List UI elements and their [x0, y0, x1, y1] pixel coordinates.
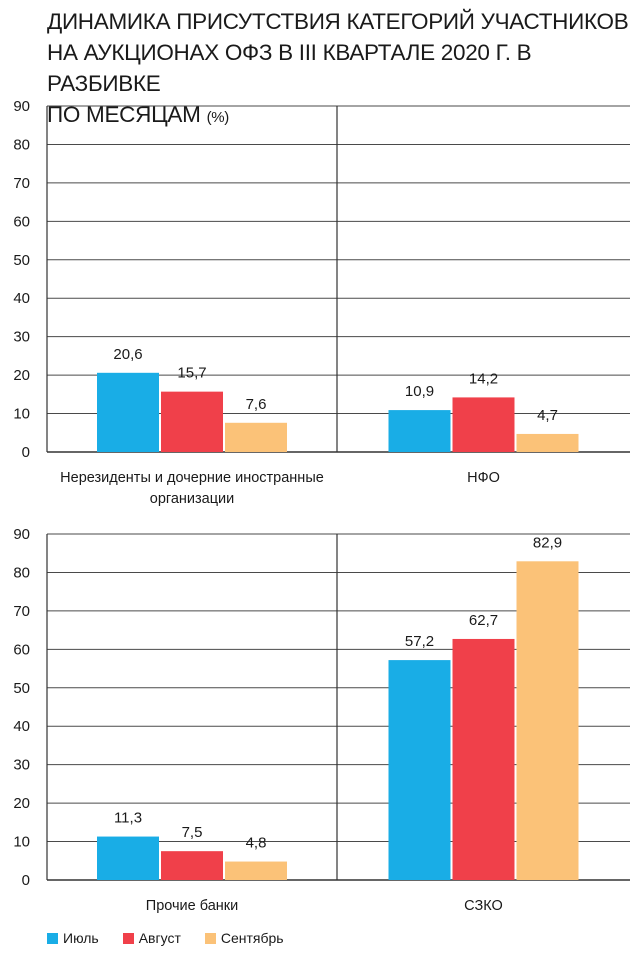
bar-september-cat-2	[516, 561, 579, 880]
title-unit: (%)	[206, 109, 230, 126]
data-label-july-cat-1: 11,3	[114, 810, 142, 827]
y-tick-label: 80	[13, 564, 30, 581]
y-tick-label: 60	[13, 213, 30, 230]
legend-item-september: Сентябрь	[204, 930, 284, 946]
y-tick-label: 0	[22, 444, 30, 461]
data-label-august-cat-1: 15,7	[177, 365, 206, 382]
bar-august-cat-2	[452, 638, 515, 880]
legend-label-july: Июль	[63, 930, 99, 946]
category-label-2: СЗКО	[464, 898, 503, 914]
y-tick-label: 0	[22, 872, 30, 889]
y-tick-label: 70	[13, 603, 30, 620]
y-tick-label: 70	[13, 175, 30, 192]
legend: Июль Август Сентябрь	[47, 930, 284, 946]
y-tick-label: 40	[13, 718, 30, 735]
y-tick-label: 90	[13, 526, 30, 543]
y-tick-label: 60	[13, 641, 30, 658]
data-label-august-cat-2: 62,7	[469, 612, 498, 629]
chart-panel-2: 0 10 20 30 40 50 60 70 80 90 11,3 7,5 4,8 Прочие банк…	[13, 526, 630, 914]
category-label-1: Прочие банки	[146, 898, 238, 914]
y-tick-label: 10	[13, 834, 30, 851]
bar-july-cat-2	[388, 410, 451, 452]
bar-july-cat-1	[97, 372, 159, 452]
title-line-1: ДИНАМИКА ПРИСУТСТВИЯ КАТЕГОРИЙ УЧАСТНИКО…	[47, 9, 629, 34]
category-label-1-line-1: Нерезиденты и дочерние иностранные	[60, 470, 324, 486]
data-label-september-cat-2: 82,9	[533, 534, 562, 551]
chart-panel-1: 0 10 20 30 40 50 60 70 80 90 20,6 15,7 7,6 Нерезидент…	[13, 98, 630, 507]
bar-august-cat-1	[161, 391, 223, 452]
y-tick-label: 20	[13, 795, 30, 812]
bar-july-cat-1	[97, 836, 159, 880]
category-label-1-line-2: организации	[150, 491, 235, 507]
y-tick-label: 50	[13, 680, 30, 697]
y-tick-label: 90	[13, 98, 30, 115]
data-label-july-cat-1: 20,6	[113, 346, 142, 363]
bar-september-cat-1	[225, 861, 287, 880]
bar-july-cat-2	[388, 660, 451, 880]
y-tick-label: 80	[13, 136, 30, 153]
data-label-september-cat-1: 4,8	[246, 835, 267, 852]
y-tick-label: 30	[13, 329, 30, 346]
data-label-september-cat-1: 7,6	[246, 396, 267, 413]
data-label-september-cat-2: 4,7	[537, 407, 558, 424]
legend-item-july: Июль	[47, 930, 99, 946]
legend-swatch-july	[47, 932, 58, 944]
y-tick-label: 20	[13, 367, 30, 384]
legend-item-august: Август	[122, 930, 181, 946]
bar-september-cat-1	[225, 422, 287, 452]
legend-swatch-september	[204, 932, 216, 944]
legend-label-august: Август	[138, 930, 181, 946]
bar-august-cat-2	[452, 397, 515, 452]
bar-august-cat-1	[161, 851, 223, 880]
legend-label-september: Сентябрь	[220, 930, 284, 946]
category-label-2: НФО	[467, 470, 500, 486]
legend-swatch-august	[122, 932, 134, 944]
data-label-august-cat-2: 14,2	[469, 370, 498, 387]
title-line-2: НА АУКЦИОНАХ ОФЗ В III КВАРТАЛЕ 2020 Г. …	[47, 40, 532, 96]
y-tick-label: 50	[13, 252, 30, 269]
data-label-july-cat-2: 57,2	[405, 633, 434, 650]
data-label-august-cat-1: 7,5	[182, 824, 203, 841]
bar-september-cat-2	[516, 433, 579, 452]
y-tick-label: 40	[13, 290, 30, 307]
y-tick-label: 30	[13, 757, 30, 774]
data-label-july-cat-2: 10,9	[405, 383, 434, 400]
y-tick-label: 10	[13, 406, 30, 423]
